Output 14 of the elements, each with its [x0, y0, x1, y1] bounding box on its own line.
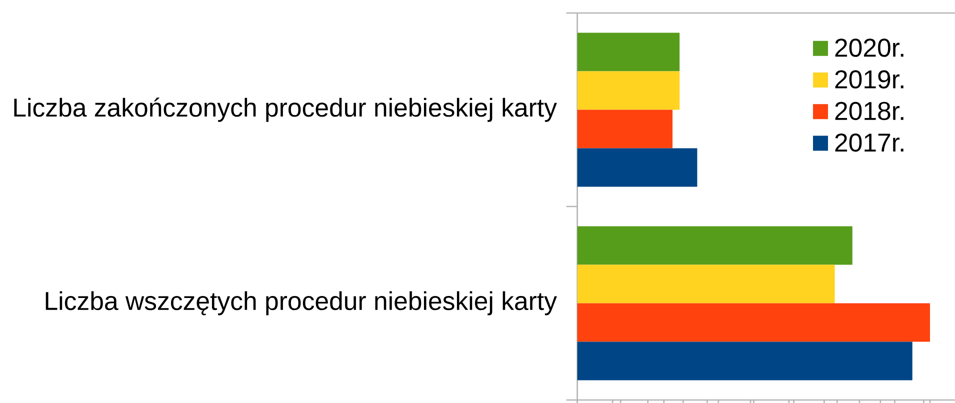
- bar: [577, 148, 698, 187]
- legend-label: 2018r.: [835, 102, 904, 120]
- y-tick-label: Liczba wszczętych procedur niebieskiej karty: [46, 291, 557, 316]
- bar: [577, 226, 852, 265]
- legend-label: 2020r.: [835, 38, 904, 57]
- bar: [577, 303, 930, 342]
- bar: [577, 71, 680, 110]
- bar: [577, 32, 680, 72]
- bar: [577, 264, 835, 304]
- legend-label: 2019r.: [835, 70, 904, 89]
- y-tick-label: Liczba zakończonych procedur niebieskiej karty: [14, 98, 557, 122]
- bar: [577, 110, 673, 148]
- bar: [577, 342, 912, 380]
- legend-label: 2017r.: [835, 133, 904, 152]
